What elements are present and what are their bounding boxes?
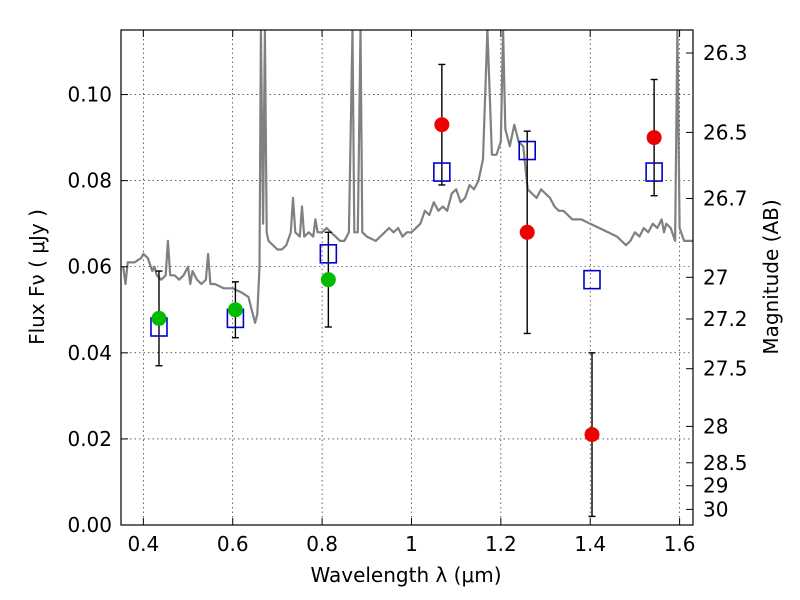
model-square <box>583 269 601 290</box>
x-tick-label: 1 <box>405 532 418 556</box>
grid <box>121 30 693 526</box>
mag-tick-label: 26.3 <box>703 41 748 65</box>
x-tick-label: 1.4 <box>574 532 606 556</box>
x-tick-label: 0.4 <box>127 532 159 556</box>
mag-tick-label: 27.5 <box>703 357 748 381</box>
mag-tick-label: 28.5 <box>703 451 748 475</box>
x-tick-label: 1.2 <box>485 532 517 556</box>
x-axis-label: Wavelength λ (μm) <box>310 563 501 587</box>
mag-tick-label: 29 <box>703 474 728 498</box>
red-point <box>434 117 450 133</box>
y-tick-label: 0.04 <box>67 341 112 365</box>
left-y-axis-label: Flux Fν ( μJy ) <box>25 209 49 345</box>
red-point <box>519 224 535 240</box>
model-square <box>518 140 537 161</box>
red-point <box>646 130 662 146</box>
mag-tick-label: 28 <box>703 414 728 438</box>
plot-area <box>122 30 693 324</box>
green-point <box>151 310 167 326</box>
y-tick-label: 0.00 <box>67 513 112 537</box>
mag-tick-label: 30 <box>703 497 728 521</box>
green-point <box>227 302 243 318</box>
mag-tick-label: 27.2 <box>703 307 748 331</box>
x-tick-label: 1.6 <box>664 532 696 556</box>
markers <box>150 63 663 518</box>
y-tick-label: 0.06 <box>67 255 112 279</box>
right-y-axis-label: Magnitude (AB) <box>759 199 783 354</box>
y-tick-label: 0.02 <box>67 427 112 451</box>
x-tick-label: 0.8 <box>306 532 338 556</box>
axes: 0.4 0.6 0.8 1 1.2 1.4 1.6 0.00 0.02 0.04 0.06 0.08 0… <box>67 30 748 556</box>
y-tick-label: 0.10 <box>67 83 112 107</box>
mag-tick-label: 27 <box>703 265 728 289</box>
model-square <box>645 162 663 182</box>
model-square <box>319 244 338 264</box>
green-point <box>320 272 336 288</box>
spectrum-line <box>122 30 693 324</box>
model-square <box>433 162 451 182</box>
red-point <box>584 427 600 443</box>
y-tick-label: 0.08 <box>67 169 112 193</box>
mag-tick-label: 26.5 <box>703 120 748 144</box>
x-tick-label: 0.6 <box>217 532 249 556</box>
mag-tick-label: 26.7 <box>703 186 748 210</box>
